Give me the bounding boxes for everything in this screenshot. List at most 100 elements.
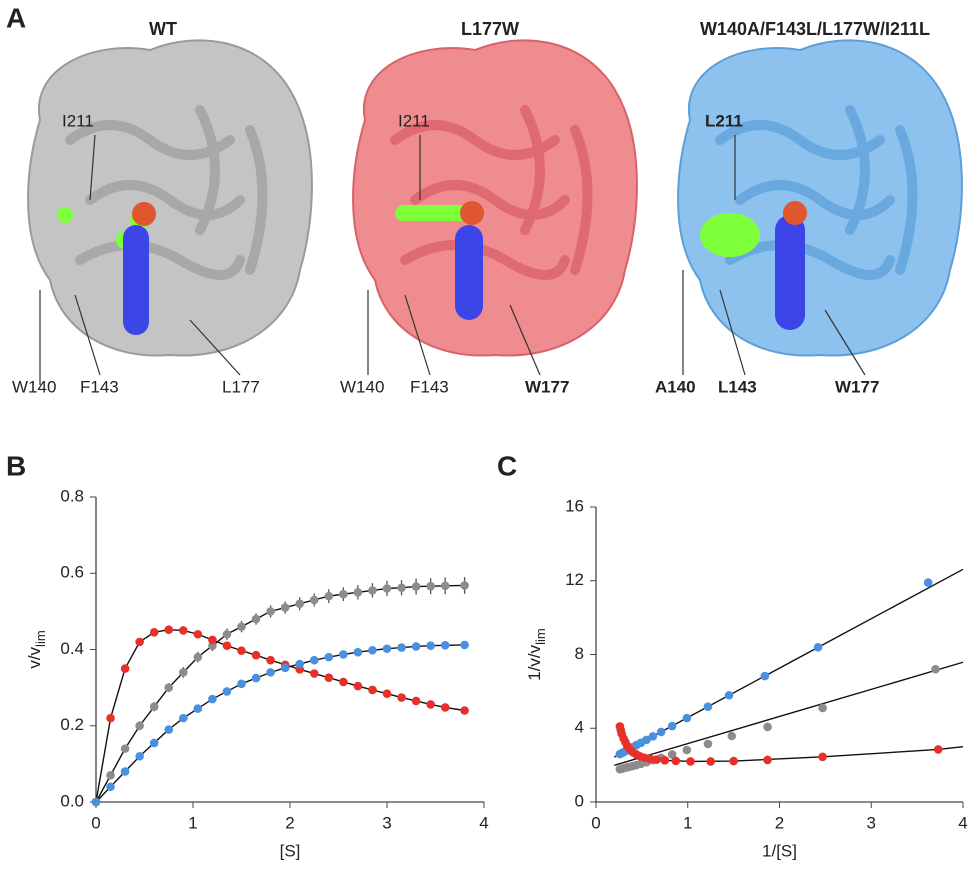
data-point: [760, 671, 770, 681]
data-point: [460, 640, 469, 650]
data-point: [703, 702, 713, 711]
data-point: [411, 582, 421, 591]
data-point: [411, 642, 421, 651]
data-point: [682, 745, 692, 755]
data-point: [818, 703, 827, 713]
data-point: [426, 581, 435, 591]
data-point: [309, 595, 319, 605]
x-tick-label: 1: [683, 813, 692, 832]
x-tick-label: 4: [958, 813, 967, 832]
data-point: [440, 581, 450, 591]
y-tick-label: 0.4: [60, 639, 84, 658]
data-point: [222, 629, 232, 639]
panel-label: C: [497, 450, 517, 481]
data-point: [682, 713, 692, 723]
data-point: [931, 664, 940, 674]
data-point: [120, 767, 130, 776]
data-point: [353, 647, 363, 657]
y-axis-label-sub: lim: [533, 628, 548, 645]
data-point: [729, 756, 738, 766]
data-point: [135, 637, 144, 647]
data-point: [208, 694, 217, 704]
y-tick-label: 0.8: [60, 486, 84, 505]
data-point: [324, 591, 334, 601]
residue-label: W140: [340, 377, 384, 396]
fit-line: [614, 661, 964, 766]
residue-label: L211: [705, 111, 743, 130]
data-point: [397, 583, 406, 593]
fit-line: [95, 644, 465, 803]
residue-label: L143: [718, 377, 757, 396]
data-point: [397, 643, 406, 652]
panel-label: B: [6, 450, 26, 481]
data-point: [460, 581, 469, 590]
data-point: [382, 644, 392, 654]
data-point: [411, 696, 421, 706]
data-point: [149, 738, 159, 748]
data-point: [193, 704, 203, 713]
protein-l177w: [352, 39, 638, 357]
data-point: [660, 756, 670, 765]
data-point: [193, 652, 203, 662]
data-point: [251, 614, 261, 624]
data-point: [309, 669, 319, 678]
data-point: [106, 782, 115, 792]
x-tick-label: 0: [591, 813, 600, 832]
data-point: [222, 641, 232, 650]
y-tick-label: 4: [575, 718, 584, 737]
data-point: [382, 584, 392, 593]
residue-label: L177: [222, 377, 260, 396]
data-point: [703, 739, 713, 749]
data-point: [222, 687, 232, 696]
data-point: [724, 690, 734, 700]
data-point: [671, 756, 681, 766]
data-point: [368, 586, 377, 595]
residue-label: W177: [835, 377, 879, 396]
data-point: [440, 703, 450, 712]
data-point: [208, 635, 217, 645]
x-tick-label: 3: [867, 813, 876, 832]
leader-line: [367, 135, 541, 376]
data-point: [652, 755, 661, 764]
x-tick-label: 3: [382, 813, 391, 832]
data-point: [164, 625, 174, 634]
data-point: [120, 664, 130, 673]
data-point: [706, 757, 715, 766]
data-point: [280, 663, 290, 673]
y-axis-label: 1/v/vlim: [525, 628, 548, 681]
residue-label: A140: [655, 377, 696, 396]
y-tick-label: 8: [575, 644, 584, 663]
fit-line: [614, 568, 964, 758]
data-point: [642, 735, 651, 745]
data-point: [763, 755, 772, 765]
data-point: [251, 673, 261, 683]
data-point: [353, 588, 363, 597]
y-axis-label-sub: lim: [33, 630, 48, 647]
residue-label: F143: [410, 377, 449, 396]
data-point: [818, 752, 827, 762]
residue-label: I211: [62, 111, 94, 130]
data-point: [353, 681, 363, 691]
data-point: [237, 646, 246, 655]
data-point: [295, 659, 305, 669]
fit-line: [95, 628, 465, 803]
data-point: [179, 668, 188, 677]
data-point: [656, 727, 666, 737]
data-point: [933, 745, 943, 754]
data-point: [91, 797, 101, 807]
y-axis-label-main: v/v: [25, 646, 44, 668]
data-point: [106, 713, 115, 723]
x-tick-label: 0: [91, 813, 100, 832]
data-point: [309, 655, 319, 665]
structure-title: WT: [149, 19, 177, 39]
protein-mutant: [677, 39, 963, 357]
x-tick-label: 4: [479, 813, 488, 832]
data-point: [368, 645, 377, 655]
data-point: [324, 652, 334, 662]
data-point: [339, 677, 348, 687]
x-tick-label: 1: [188, 813, 197, 832]
data-point: [382, 689, 392, 699]
structure-title: W140A/F143L/L177W/I211L: [700, 19, 930, 39]
x-tick-label: 2: [775, 813, 784, 832]
